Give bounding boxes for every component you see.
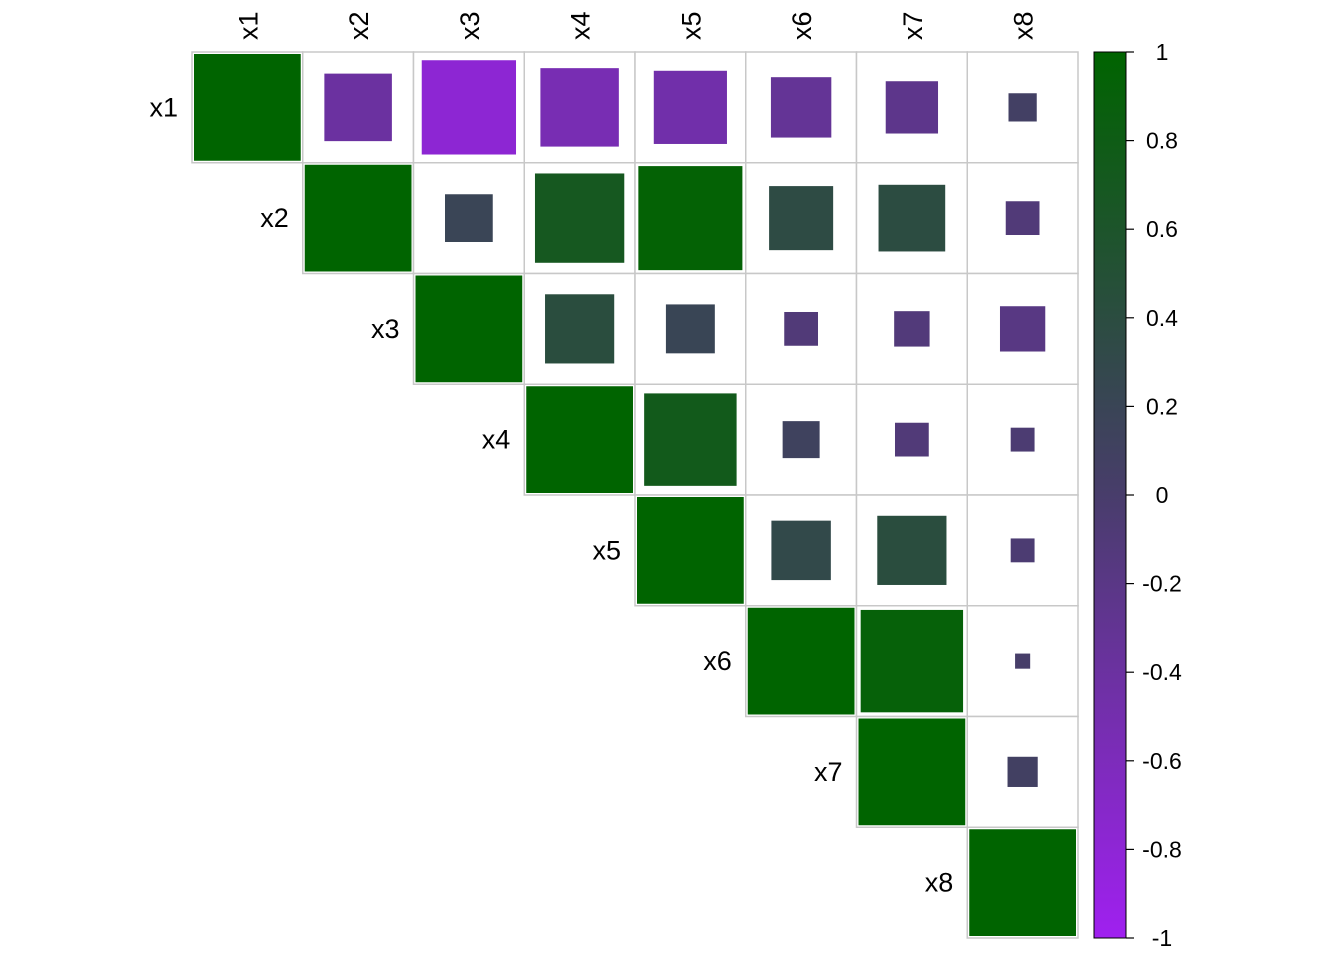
row-label-x3: x3 xyxy=(371,314,400,344)
colorbar-tick-label: -1 xyxy=(1152,925,1172,951)
row-label-x6: x6 xyxy=(703,646,732,676)
column-label-x8: x8 xyxy=(1009,11,1039,40)
column-label-x4: x4 xyxy=(566,11,596,40)
column-label-x7: x7 xyxy=(898,11,928,40)
corr-square-x3-x5 xyxy=(665,304,715,354)
corr-square-x1-x2 xyxy=(324,73,392,142)
colorbar-tick-label: -0.8 xyxy=(1142,836,1182,862)
colorbar-tick-label: 0.2 xyxy=(1146,393,1178,419)
corr-square-x2-x5 xyxy=(638,166,743,271)
corr-square-x2-x6 xyxy=(769,186,834,251)
corr-square-x4-x6 xyxy=(782,421,820,459)
corr-square-x7-x8 xyxy=(1007,756,1038,787)
corr-square-x1-x3 xyxy=(421,60,517,155)
corr-square-x2-x4 xyxy=(534,173,625,263)
column-label-x5: x5 xyxy=(676,11,706,40)
row-label-x7: x7 xyxy=(814,757,843,787)
column-label-x3: x3 xyxy=(455,11,485,40)
grid-cell-x1-x8 xyxy=(966,51,1079,164)
labels-layer: x1 x2 x3 x4 x5 x6 x7 x8 x1 x2 x3 x4 x5 x6 x7 x8 xyxy=(149,11,1038,897)
corr-square-x3-x6 xyxy=(784,311,819,346)
corr-square-x3-x7 xyxy=(894,311,930,347)
corr-square-x4-x5 xyxy=(644,393,737,486)
corr-square-x1-x5 xyxy=(653,70,727,144)
colorbar xyxy=(1093,51,1127,939)
cells-layer xyxy=(191,51,1079,939)
corr-square-x1-x6 xyxy=(770,77,832,138)
corr-square-x1-x8 xyxy=(1008,93,1037,122)
colorbar-tick-label: -0.2 xyxy=(1142,571,1182,597)
colorbar-tick-label: 0.8 xyxy=(1146,128,1178,154)
corr-square-x7-x7 xyxy=(858,718,966,826)
row-label-x5: x5 xyxy=(592,535,621,565)
corr-square-x8-x8 xyxy=(969,829,1076,936)
colorbar-tick-label: 1 xyxy=(1156,39,1169,65)
corr-square-x4-x7 xyxy=(894,422,929,457)
colorbar-tick-label: 0.4 xyxy=(1146,305,1178,331)
corr-square-x5-x6 xyxy=(771,520,831,581)
corr-square-x1-x4 xyxy=(540,68,619,147)
corr-square-x4-x4 xyxy=(526,386,633,493)
corr-square-x1-x7 xyxy=(885,81,939,134)
row-label-x2: x2 xyxy=(260,203,289,233)
corr-square-x3-x4 xyxy=(545,294,615,364)
corr-square-x3-x3 xyxy=(415,275,523,383)
corr-square-x2-x2 xyxy=(304,164,412,272)
corr-square-x1-x1 xyxy=(194,54,301,161)
row-label-x1: x1 xyxy=(149,92,178,122)
corr-square-x2-x3 xyxy=(445,194,493,242)
column-label-x2: x2 xyxy=(344,11,374,40)
colorbar-tick-label: 0 xyxy=(1156,482,1169,508)
corr-square-x3-x8 xyxy=(999,306,1046,352)
column-label-x6: x6 xyxy=(787,11,817,40)
row-label-x8: x8 xyxy=(925,868,954,898)
colorbar-tick-label: -0.6 xyxy=(1142,748,1182,774)
column-label-x1: x1 xyxy=(233,11,263,40)
colorbar-tick-label: 0.6 xyxy=(1146,216,1178,242)
corr-square-x6-x8 xyxy=(1015,653,1031,669)
corr-square-x6-x6 xyxy=(747,607,855,715)
colorbar-tick-label: -0.4 xyxy=(1142,659,1182,685)
corr-square-x5-x8 xyxy=(1010,538,1035,563)
colorbar-legend: 1 0.8 0.6 0.4 0.2 0 -0.2 -0.4 -0.6 -0.8 -1 xyxy=(1093,39,1182,951)
grid-cell-x2-x7 xyxy=(855,162,968,275)
corr-square-x5-x5 xyxy=(637,497,744,604)
row-label-x4: x4 xyxy=(482,425,511,455)
grid-cell-x2-x8 xyxy=(966,162,1079,275)
corr-square-x2-x7 xyxy=(878,184,946,252)
corr-square-x5-x7 xyxy=(877,515,947,585)
corr-square-x4-x8 xyxy=(1010,427,1035,452)
corr-square-x2-x8 xyxy=(1005,201,1040,236)
corr-square-x6-x7 xyxy=(860,609,964,713)
